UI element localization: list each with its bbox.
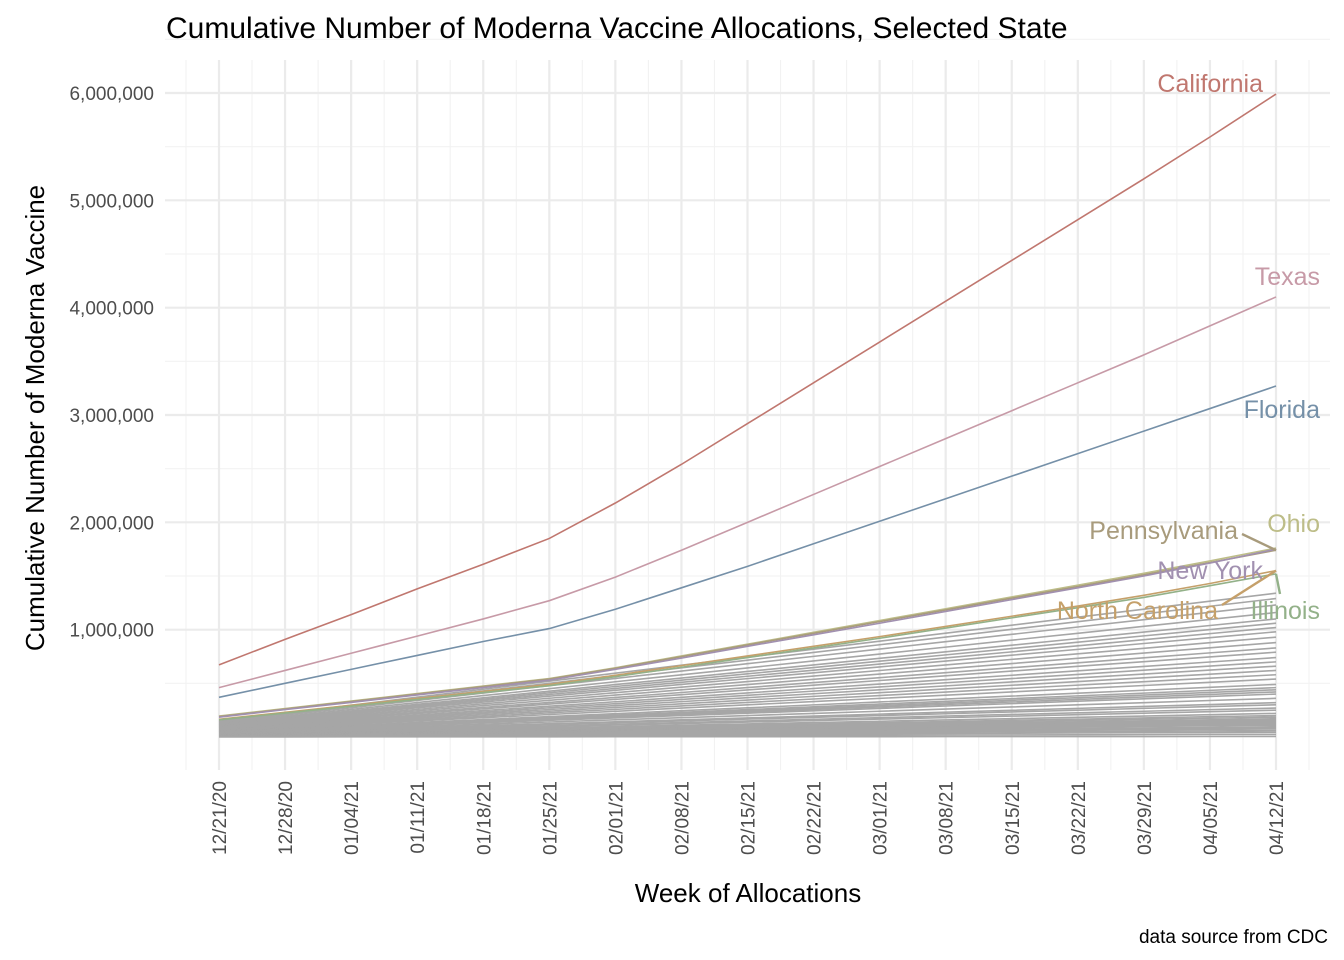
x-tick-label: 01/25/21 (540, 781, 561, 855)
x-tick-label: 03/01/21 (871, 781, 892, 855)
x-tick-label: 03/15/21 (1003, 781, 1024, 855)
other-state-line (218, 604, 1277, 724)
other-state-line (218, 709, 1277, 735)
series-line-north-carolina (218, 569, 1277, 721)
other-state-line (218, 669, 1277, 731)
series-label-north-carolina: North Carolina (1057, 597, 1218, 625)
chart-title: Cumulative Number of Moderna Vaccine All… (166, 12, 1068, 45)
series-line-florida (218, 385, 1277, 699)
label-leader-line (1241, 532, 1277, 552)
other-state-line (218, 693, 1277, 734)
chart-caption: data source from CDC (1139, 927, 1328, 948)
other-state-line (218, 665, 1277, 731)
x-tick-label: 02/15/21 (739, 781, 760, 855)
other-state-line (218, 651, 1277, 729)
series-label-new-york: New York (1157, 557, 1263, 585)
series-line-pennsylvania (218, 549, 1277, 718)
other-state-line (218, 673, 1277, 731)
x-tick-label: 01/11/21 (408, 781, 429, 854)
other-state-line (218, 618, 1277, 725)
x-tick-label: 02/22/21 (805, 781, 826, 855)
label-leader-line (1274, 573, 1282, 595)
x-tick-label: 12/28/20 (276, 781, 297, 855)
series-label-florida: Florida (1244, 396, 1321, 424)
series-line-illinois (218, 573, 1277, 721)
other-state-line (218, 661, 1277, 730)
series-line-california (218, 93, 1277, 666)
y-tick-label: 6,000,000 (69, 84, 154, 105)
x-tick-label: 01/18/21 (474, 781, 495, 855)
other-state-line (218, 678, 1277, 732)
y-axis-title: Cumulative Number of Moderna Vaccine (20, 185, 50, 651)
series-line-texas (218, 296, 1277, 689)
x-axis-tick-labels: 12/21/20 12/28/20 01/04/21 01/11/21 01/18/21… (210, 781, 1288, 855)
x-tick-label: 03/08/21 (937, 781, 958, 855)
y-tick-label: 4,000,000 (69, 299, 154, 320)
y-tick-label: 5,000,000 (69, 191, 154, 212)
other-state-line (218, 697, 1277, 734)
y-axis-tick-labels: 1,000,000 2,000,000 3,000,000 4,000,000 5,00… (69, 84, 154, 642)
other-state-line (218, 683, 1277, 733)
series-label-california: California (1157, 70, 1263, 98)
x-tick-label: 03/22/21 (1069, 781, 1090, 855)
series-line-new-york (218, 548, 1277, 718)
other-state-line (218, 647, 1277, 728)
x-tick-label: 04/05/21 (1201, 781, 1222, 855)
x-tick-label: 04/12/21 (1267, 781, 1288, 855)
highlighted-series-lines (218, 93, 1277, 721)
other-state-line (218, 611, 1277, 725)
label-leader-line (1221, 569, 1277, 607)
other-state-line (218, 622, 1277, 726)
other-state-line (218, 641, 1277, 728)
x-tick-label: 01/04/21 (342, 781, 363, 855)
y-tick-label: 3,000,000 (69, 406, 154, 427)
x-tick-label: 03/29/21 (1135, 781, 1156, 855)
other-state-line (218, 626, 1277, 726)
other-state-line (218, 704, 1277, 735)
x-axis-title: Week of Allocations (635, 878, 861, 908)
other-state-line (218, 636, 1277, 727)
series-label-ohio: Ohio (1267, 510, 1320, 538)
series-label-pennsylvania: Pennsylvania (1089, 517, 1238, 545)
other-state-line (218, 656, 1277, 730)
series-label-texas: Texas (1255, 263, 1320, 291)
series-labels: California Texas Florida Ohio Pennsylvania Ne… (1057, 70, 1320, 625)
x-tick-label: 02/01/21 (606, 781, 627, 855)
other-states-lines (218, 592, 1277, 738)
x-tick-label: 02/08/21 (672, 781, 693, 855)
other-state-line (218, 631, 1277, 727)
y-tick-label: 1,000,000 (69, 621, 154, 642)
y-tick-label: 2,000,000 (69, 513, 154, 534)
x-tick-label: 12/21/20 (210, 781, 231, 855)
series-label-illinois: Illinois (1251, 597, 1320, 625)
